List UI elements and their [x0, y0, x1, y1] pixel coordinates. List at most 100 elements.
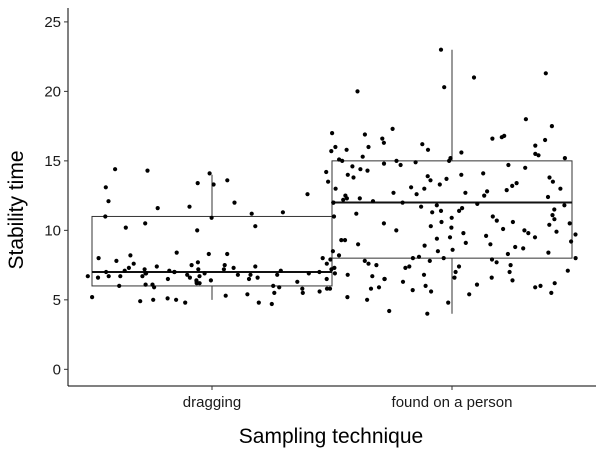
data-point — [331, 214, 337, 219]
data-point — [187, 275, 192, 280]
data-point — [165, 296, 170, 301]
data-point — [320, 256, 325, 261]
data-point — [460, 206, 465, 211]
data-point — [165, 276, 170, 282]
data-point — [131, 261, 136, 266]
data-point — [437, 182, 442, 187]
data-point — [140, 274, 145, 279]
y-tick-label: 10 — [44, 222, 61, 239]
data-point — [533, 143, 538, 148]
data-point — [143, 271, 148, 276]
data-point — [271, 283, 276, 288]
data-point — [481, 171, 486, 176]
data-point — [489, 257, 495, 262]
data-point — [345, 272, 350, 277]
data-point — [362, 258, 367, 263]
data-point — [327, 286, 333, 291]
data-point — [167, 268, 172, 273]
data-point — [330, 131, 335, 136]
data-point — [391, 190, 396, 195]
data-point — [225, 178, 230, 183]
data-point — [317, 289, 322, 294]
data-point — [207, 171, 212, 176]
data-point — [246, 276, 252, 282]
data-point — [143, 221, 148, 226]
data-point — [419, 204, 424, 209]
data-point — [394, 158, 399, 163]
data-point — [545, 194, 551, 200]
data-point — [438, 208, 444, 213]
data-point — [382, 276, 387, 282]
data-point — [128, 253, 133, 258]
data-point — [117, 283, 122, 288]
data-point — [490, 214, 495, 219]
data-point — [202, 271, 207, 276]
data-point — [185, 272, 190, 277]
data-point — [324, 261, 329, 266]
y-tick-label: 20 — [44, 83, 61, 100]
data-point — [546, 250, 551, 255]
data-point — [510, 278, 515, 283]
data-point — [552, 281, 557, 286]
data-point — [420, 142, 425, 147]
data-point — [305, 192, 310, 197]
data-point — [333, 144, 338, 150]
data-point — [428, 224, 433, 229]
data-point — [225, 251, 230, 257]
data-point — [452, 275, 457, 280]
data-point — [355, 89, 360, 94]
data-point — [442, 85, 447, 90]
data-point — [331, 200, 336, 205]
data-point — [463, 240, 468, 245]
data-point — [324, 286, 330, 291]
data-point — [340, 158, 345, 163]
data-point — [484, 233, 489, 238]
data-point — [438, 47, 444, 52]
data-point — [300, 286, 305, 291]
data-point — [422, 186, 427, 191]
data-point — [106, 274, 111, 279]
data-point — [494, 260, 499, 265]
data-point — [358, 167, 363, 172]
data-point — [103, 185, 108, 190]
data-point — [195, 228, 200, 233]
data-point — [317, 269, 322, 275]
data-point — [277, 285, 282, 290]
data-point — [482, 193, 487, 198]
data-point — [85, 274, 90, 279]
data-point — [324, 276, 329, 282]
data-point — [439, 219, 444, 225]
data-point — [126, 265, 131, 270]
data-point — [463, 190, 468, 195]
data-point — [350, 164, 355, 169]
data-point — [197, 281, 202, 286]
data-point — [441, 256, 446, 261]
data-point — [344, 196, 349, 201]
data-point — [447, 235, 453, 240]
data-point — [374, 263, 379, 268]
data-point — [174, 297, 179, 302]
data-point — [341, 197, 346, 202]
y-axis-title: Stability time — [5, 150, 28, 269]
data-point — [152, 285, 157, 290]
data-point — [324, 169, 329, 175]
data-point — [543, 71, 548, 76]
data-point — [499, 135, 504, 140]
data-point — [187, 204, 192, 209]
data-point — [435, 249, 440, 254]
data-point — [280, 210, 285, 215]
data-point — [547, 175, 552, 180]
data-point — [197, 274, 202, 279]
data-point — [475, 201, 480, 206]
points-found-on-a-person — [324, 47, 578, 316]
data-point — [398, 162, 403, 168]
data-point — [421, 272, 427, 277]
data-point — [547, 222, 552, 227]
data-point — [414, 192, 419, 197]
data-point — [209, 215, 214, 220]
data-point — [278, 268, 283, 273]
data-point — [510, 183, 515, 188]
data-point — [95, 275, 101, 280]
data-point — [344, 147, 349, 152]
